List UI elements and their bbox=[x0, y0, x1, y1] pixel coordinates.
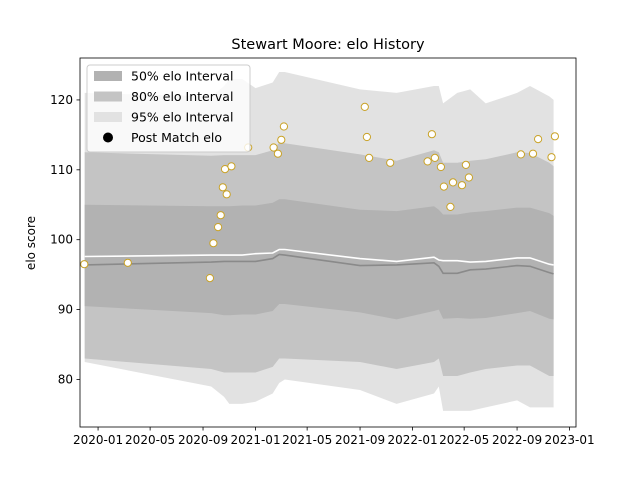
post-match-elo-point bbox=[427, 130, 436, 139]
y-axis-label: elo score bbox=[24, 216, 38, 270]
legend-label: 80% elo Interval bbox=[131, 89, 233, 104]
post-match-elo-point bbox=[550, 132, 560, 141]
legend-label: Post Match elo bbox=[131, 130, 222, 145]
plot-frame bbox=[79, 57, 577, 428]
x-tick-label: 2020-01 bbox=[73, 433, 123, 447]
post-match-elo-point bbox=[464, 173, 473, 182]
median-elo-line bbox=[84, 253, 554, 275]
post-match-elo-point bbox=[423, 157, 432, 166]
post-match-elo-point bbox=[516, 150, 526, 159]
post-match-elo-point bbox=[279, 122, 288, 131]
post-match-elo-point bbox=[216, 211, 225, 220]
post-match-elo-point bbox=[227, 162, 236, 171]
post-match-elo-point bbox=[461, 160, 470, 169]
x-tick-label: 2020-09 bbox=[178, 433, 228, 447]
x-tick-label: 2021-01 bbox=[230, 433, 280, 447]
legend-swatch bbox=[94, 112, 122, 122]
post-match-elo-point bbox=[218, 183, 227, 192]
post-match-elo-point bbox=[360, 102, 369, 112]
x-tick-label: 2021-05 bbox=[282, 433, 332, 447]
post-match-elo-point bbox=[205, 274, 214, 283]
y-tick-label: 120 bbox=[50, 93, 73, 107]
y-tick-label: 100 bbox=[50, 233, 73, 247]
post-match-elo-point bbox=[386, 158, 395, 167]
post-match-elo-point bbox=[80, 260, 89, 269]
y-tick-label: 110 bbox=[50, 163, 73, 177]
x-tick-label: 2022-05 bbox=[439, 433, 489, 447]
post-match-elo-point bbox=[214, 223, 223, 232]
legend-marker bbox=[103, 132, 113, 143]
x-tick-label: 2022-01 bbox=[387, 433, 437, 447]
post-match-elo-point bbox=[528, 149, 538, 158]
post-match-elo-point bbox=[439, 182, 448, 191]
legend: 50% elo Interval 80% elo Interval 95% elo … bbox=[86, 64, 251, 153]
post-match-elo-point bbox=[222, 190, 231, 199]
post-match-elo-point bbox=[277, 135, 286, 144]
y-tick-label: 90 bbox=[58, 303, 73, 317]
chart-title: Stewart Moore: elo History bbox=[231, 37, 425, 53]
post-match-elo-point bbox=[436, 162, 445, 172]
x-tick-label: 2020-05 bbox=[125, 433, 175, 447]
post-match-elo-point bbox=[365, 153, 374, 162]
post-match-elo-point bbox=[273, 149, 282, 158]
y-tick-label: 80 bbox=[58, 372, 73, 386]
legend-label: 95% elo Interval bbox=[131, 110, 233, 125]
x-tick-label: 2023-01 bbox=[544, 433, 594, 447]
x-tick-label: 2021-09 bbox=[335, 433, 385, 447]
post-match-elo-point bbox=[209, 239, 218, 248]
legend-label: 50% elo Interval bbox=[131, 69, 233, 84]
post-match-elo-point bbox=[123, 258, 132, 267]
legend-box bbox=[86, 64, 251, 153]
legend-swatch bbox=[94, 91, 122, 102]
mean-elo-line bbox=[84, 248, 554, 266]
post-match-elo-point bbox=[430, 153, 439, 162]
post-match-elo-point bbox=[269, 143, 278, 152]
legend-swatch bbox=[94, 71, 122, 81]
post-match-elo-point bbox=[547, 153, 556, 162]
post-match-elo-point bbox=[446, 202, 455, 211]
post-match-elo-point bbox=[457, 181, 467, 190]
post-match-elo-point bbox=[448, 178, 458, 187]
plot-area bbox=[80, 72, 560, 411]
x-tick-label: 2022-09 bbox=[492, 433, 542, 447]
post-match-elo-point bbox=[534, 135, 543, 144]
post-match-elo-point bbox=[362, 132, 371, 142]
